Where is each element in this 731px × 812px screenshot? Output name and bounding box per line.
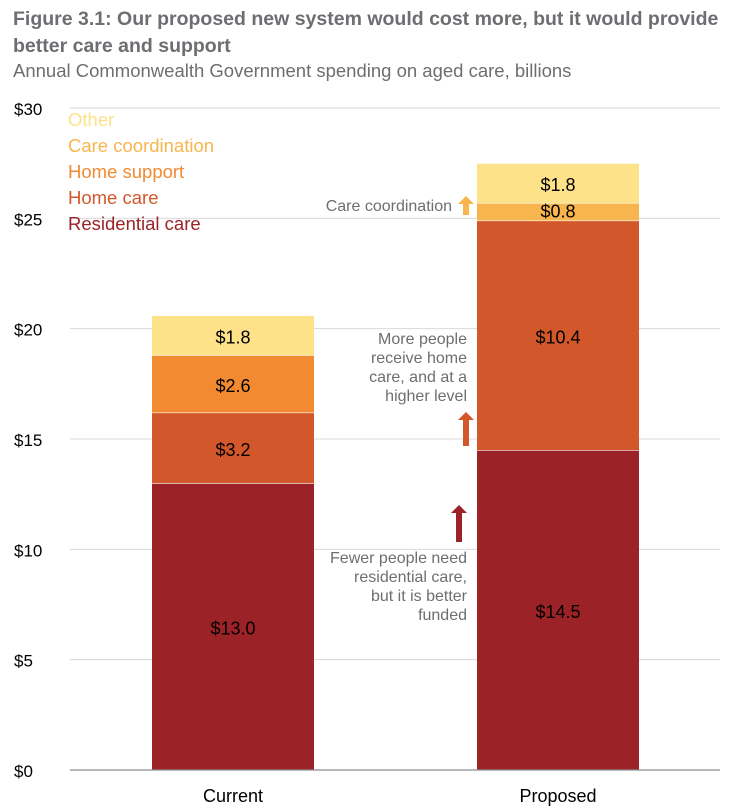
annotation-line: funded xyxy=(418,607,467,624)
bar-segment-care_coordination xyxy=(477,202,639,221)
up-arrow-icon xyxy=(458,196,474,215)
data-label: $3.2 xyxy=(215,440,250,460)
bar-segment-home_support xyxy=(152,355,314,413)
up-arrow-icon xyxy=(458,412,474,446)
legend-entry: Care coordination xyxy=(68,135,214,156)
annotation-line: but it is better xyxy=(371,588,468,605)
y-tick-label: $25 xyxy=(14,210,42,229)
data-label: $13.0 xyxy=(210,619,255,639)
bar-segment-other xyxy=(152,315,314,356)
y-tick-label: $20 xyxy=(14,321,42,340)
data-label: $2.6 xyxy=(215,376,250,396)
legend-entry: Home care xyxy=(68,187,158,208)
annotation-line: higher level xyxy=(385,388,467,405)
annotation-line: residential care, xyxy=(354,569,467,586)
annotation-line: receive home xyxy=(371,350,467,367)
bar-segment-home_care xyxy=(477,220,639,451)
chart-subtitle: Annual Commonwealth Government spending … xyxy=(13,60,572,81)
axes: $0 $5 $10 $15 $20 $25 $30 Current Proposed xyxy=(14,100,720,806)
bar-segment-residential xyxy=(477,450,639,770)
data-label: $1.8 xyxy=(215,327,250,347)
bars xyxy=(152,162,639,770)
y-tick-label: $5 xyxy=(14,652,33,671)
y-tick-label: $0 xyxy=(14,762,33,781)
legend: Other Care coordination Home support Home c… xyxy=(68,109,214,234)
annotation-text: Fewer people need residential care, but it… xyxy=(330,550,468,624)
bar-segment-other xyxy=(477,163,639,203)
legend-entry: Other xyxy=(68,109,114,130)
data-labels: $13.0 $3.2 $2.6 $1.8 $14.5 $10.4 $0.8 $1.8 xyxy=(210,175,580,639)
annotation-line: More people xyxy=(378,331,467,348)
x-tick-label: Proposed xyxy=(519,786,596,806)
y-tick-label: $15 xyxy=(14,431,42,450)
y-tick-label: $30 xyxy=(14,100,42,119)
x-tick-label: Current xyxy=(203,786,263,806)
y-tick-label: $10 xyxy=(14,541,42,560)
legend-entry: Residential care xyxy=(68,213,201,234)
data-label: $1.8 xyxy=(540,175,575,195)
data-label: $10.4 xyxy=(535,327,580,347)
chart-title: Figure 3.1: Our proposed new system woul… xyxy=(13,8,719,57)
up-arrow-icon xyxy=(451,505,467,542)
annotations: Care coordination More people receive home… xyxy=(326,196,474,624)
data-label: $0.8 xyxy=(540,202,575,222)
data-label: $14.5 xyxy=(535,602,580,622)
annotation-text: Care coordination xyxy=(326,198,452,215)
legend-entry: Home support xyxy=(68,161,184,182)
bar-segment-home_care xyxy=(152,412,314,484)
annotation-line: Fewer people need xyxy=(330,550,467,567)
annotation-line: care, and at a xyxy=(369,369,467,386)
annotation-text: More people receive home care, and at a hig… xyxy=(369,331,467,405)
bar-segment-residential xyxy=(152,483,314,770)
